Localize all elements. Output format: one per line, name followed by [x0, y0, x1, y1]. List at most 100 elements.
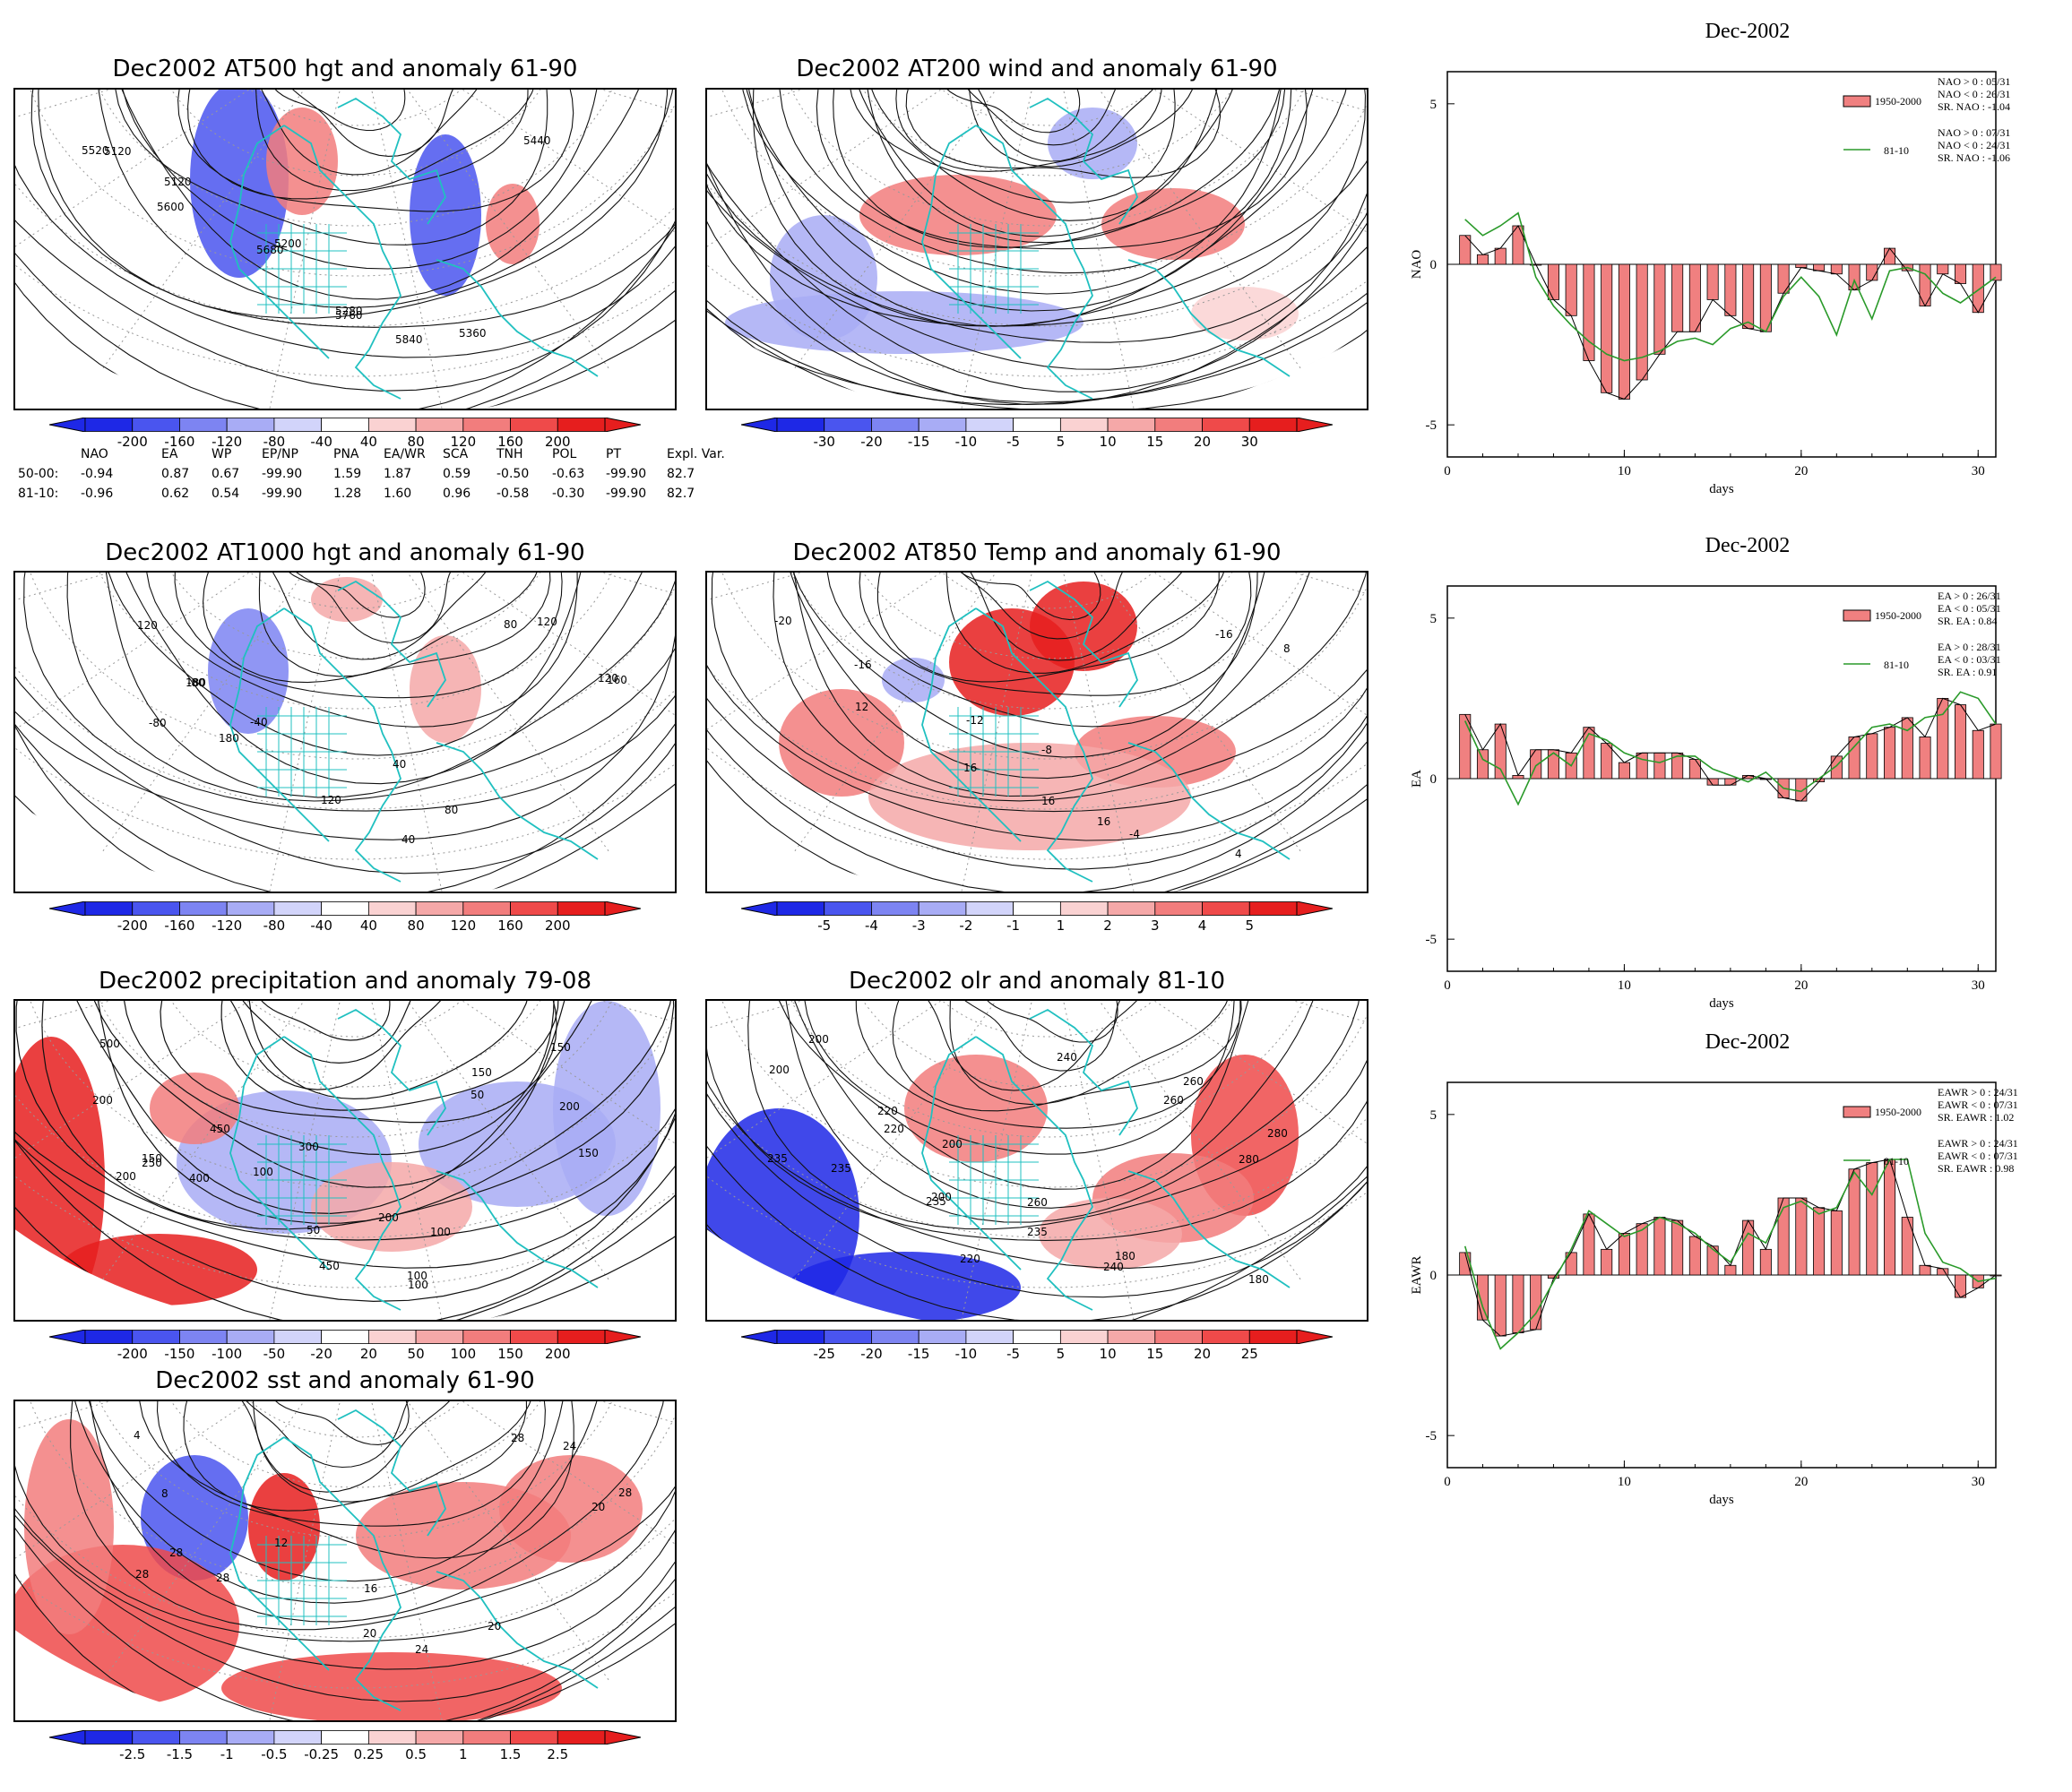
contour-label: 16	[1097, 815, 1110, 828]
colorbar-cell	[824, 1330, 872, 1344]
ts-x-tick-label: 30	[1972, 1475, 1985, 1489]
anomaly-shading	[311, 1162, 472, 1252]
ts-bar	[1919, 737, 1931, 780]
coastline	[229, 1409, 599, 1711]
colorbar-tick-label: -10	[954, 1346, 978, 1362]
contour-label: 80	[504, 618, 517, 631]
contour-label: 120	[321, 794, 341, 806]
ts-y-axis-label: EA	[1410, 770, 1424, 788]
colorbar-cell	[273, 901, 323, 916]
contour-label: 5200	[274, 237, 302, 250]
ts-legend-line-label: 81-10	[1884, 659, 1909, 671]
map-canvas: 4 8 12 16 20 24 28 28 28 20 24 28 20 28	[15, 1401, 675, 1720]
index-table-header-cell: PT	[606, 447, 621, 461]
ts-legend-stat: SR. EAWR : 1.02	[1938, 1111, 2014, 1124]
contour-label: 100	[253, 1166, 273, 1178]
ts-bar	[1618, 1233, 1630, 1276]
colorbar-tick-label: -200	[117, 434, 148, 450]
contour-label: 4	[134, 1429, 141, 1442]
ts-bar	[1601, 263, 1613, 393]
contour-label: 4	[1235, 848, 1242, 860]
contour-line	[114, 90, 548, 246]
anomaly-shading	[1101, 188, 1245, 260]
contour-label: 40	[401, 833, 415, 846]
colorbar-tick-label: 5	[1056, 434, 1066, 450]
colorbar-tick-label: 3	[1151, 918, 1160, 934]
streamline	[707, 90, 1367, 343]
colorbar-tick-label: -20	[860, 1346, 883, 1362]
colorbar-tick-label: 160	[497, 918, 523, 934]
coastline	[921, 97, 1291, 400]
colorbar-precip	[48, 1329, 642, 1345]
ts-bar	[1618, 263, 1630, 400]
coastline	[229, 97, 599, 400]
index-table-cell: 0.67	[212, 467, 240, 481]
colorbar-tick-label: 1.5	[499, 1746, 522, 1762]
index-table-row-label: 50-00:	[18, 467, 59, 481]
contour-line	[15, 573, 675, 874]
colorbar-cell	[1154, 1330, 1203, 1344]
contour-line	[95, 90, 675, 309]
contour-line	[177, 90, 574, 212]
anomaly-shading	[221, 1652, 562, 1720]
ts-x-axis-label: days	[1709, 1493, 1734, 1507]
ts-y-tick-label: 5	[1430, 98, 1437, 112]
colorbar-at1000	[48, 900, 642, 917]
contour-line	[30, 90, 675, 328]
contour-line	[187, 90, 529, 200]
contour-line	[15, 573, 675, 840]
contour-label: 120	[137, 619, 158, 632]
graticule-meridian	[15, 573, 357, 661]
colorbar-cell	[84, 418, 134, 432]
coastline	[229, 580, 599, 883]
colorbar-tick-label: -2	[959, 918, 973, 934]
index-table-header-cell: TNH	[496, 447, 523, 461]
contour-line	[118, 90, 601, 270]
anomaly-shading	[553, 1001, 660, 1216]
index-table-cell: -99.90	[262, 487, 303, 501]
colorbar-cell	[415, 901, 464, 916]
contour-line	[138, 1401, 574, 1559]
contour-line	[15, 1001, 675, 1303]
anomaly-shading	[24, 1419, 114, 1634]
anomaly-shading	[882, 658, 945, 702]
contour-label: 5120	[104, 145, 132, 158]
colorbar-tick-label: -0.25	[304, 1746, 340, 1762]
contour-label: 200	[942, 1138, 963, 1150]
ts-bar	[1795, 263, 1808, 268]
ts-title-eawr: Dec-2002	[1705, 1030, 1791, 1054]
colorbar-cell	[510, 901, 558, 916]
contour-label: 200	[931, 1191, 952, 1203]
streamline	[895, 90, 1162, 172]
ts-bar	[1688, 759, 1701, 780]
map-canvas: 200 220 200 260 180 180 200 220 235 235 240 260 280 2…	[707, 1001, 1367, 1320]
anomaly-shading	[859, 175, 1057, 255]
contour-label: -80	[187, 676, 205, 689]
contour-label: 5120	[164, 176, 192, 188]
ts-chart-nao: 0 10 20 30 5 0 -5 days NAO 1950-2000 NAO > 0 : 05/…	[1398, 54, 2043, 511]
ts-y-tick-label: 0	[1430, 1269, 1437, 1283]
contour-label: 450	[319, 1260, 340, 1272]
ts-bar	[1459, 235, 1472, 265]
graticule-meridian	[707, 1001, 1049, 1090]
colorbar-cell	[1248, 418, 1298, 432]
colorbar-cell	[415, 1330, 464, 1344]
colorbar-tick-label: 200	[544, 1346, 571, 1362]
map-title-olr: Dec2002 olr and anomaly 81-10	[848, 968, 1225, 995]
ts-series-line	[1463, 691, 1997, 806]
contour-label: 450	[210, 1123, 230, 1135]
contour-line	[825, 573, 1258, 728]
ts-legend-bar-swatch	[1843, 1106, 1871, 1118]
contour-label: 280	[1239, 1153, 1259, 1166]
colorbar-cell	[462, 901, 511, 916]
colorbar-tick-label: -10	[954, 434, 978, 450]
map-title-at1000: Dec2002 AT1000 hgt and anomaly 61-90	[105, 539, 585, 566]
ts-bar-outline-line	[1464, 225, 1997, 401]
ts-bar	[1547, 749, 1559, 780]
ts-bar	[1795, 778, 1808, 802]
ts-legend-stat: EAWR < 0 : 07/31	[1938, 1098, 2018, 1111]
contour-label: 8	[1283, 642, 1291, 655]
colorbar-tick-label: -1	[220, 1746, 234, 1762]
ts-legend-stat: NAO < 0 : 24/31	[1938, 139, 2010, 151]
ts-bar	[1530, 1274, 1542, 1331]
